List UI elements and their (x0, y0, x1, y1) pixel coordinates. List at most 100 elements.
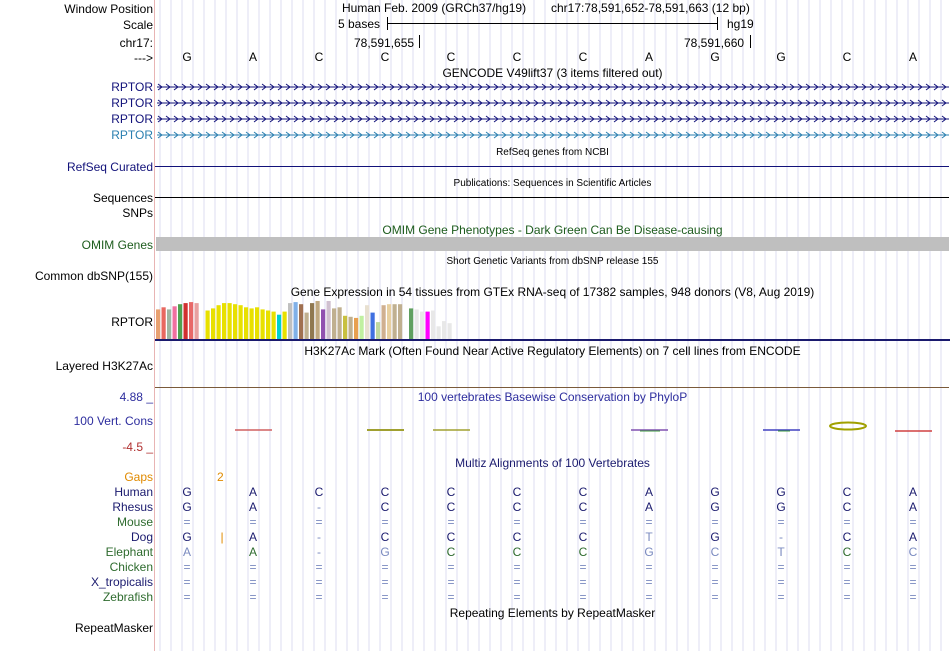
gtex-tissue-bar[interactable] (161, 307, 166, 339)
gtex-tissue-bar[interactable] (414, 309, 419, 339)
gencode-transcript-4[interactable] (157, 131, 949, 139)
gtex-tissue-bar[interactable] (381, 305, 386, 339)
gtex-tissue-bar[interactable] (189, 302, 194, 339)
gtex-tissue-bar[interactable] (387, 304, 392, 339)
gencode-item-4-label[interactable]: RPTOR (111, 128, 153, 142)
gtex-tissue-bar[interactable] (249, 308, 254, 339)
gtex-tissue-bar[interactable] (255, 307, 260, 339)
gencode-transcript-2[interactable] (157, 99, 949, 107)
gtex-tissue-bar[interactable] (409, 308, 414, 339)
gtex-tissue-bar[interactable] (183, 303, 188, 339)
gtex-tissue-bar[interactable] (222, 303, 227, 339)
gtex-tissue-bar[interactable] (244, 307, 249, 339)
gtex-tissue-bar[interactable] (266, 310, 271, 340)
gencode-item-3-label[interactable]: RPTOR (111, 112, 153, 126)
gtex-tissue-bar[interactable] (216, 305, 221, 339)
alignment-base: G (182, 500, 192, 514)
gtex-tissue-bar[interactable] (332, 308, 337, 339)
species-rhesus: Rhesus (112, 500, 153, 514)
gtex-tissue-bar[interactable] (299, 304, 304, 339)
alignment-base: = (513, 590, 521, 604)
gtex-tissue-bar[interactable] (337, 307, 342, 339)
gtex-tissue-bar[interactable] (447, 323, 452, 339)
alignment-base: = (711, 590, 719, 604)
gtex-tissue-bar[interactable] (156, 309, 161, 339)
phylop-mark-c3 (829, 421, 867, 431)
publications-line[interactable] (155, 197, 949, 198)
alignment-base: C (578, 485, 588, 499)
gtex-tissue-bar[interactable] (398, 304, 403, 339)
gtex-tissue-bar[interactable] (442, 321, 447, 339)
gtex-tissue-bar[interactable] (348, 316, 353, 339)
refseq-label[interactable]: RefSeq Curated (66, 160, 153, 174)
gtex-tissue-bar[interactable] (271, 311, 276, 339)
gtex-tissue-bar[interactable] (354, 317, 359, 339)
gtex-tissue-bar[interactable] (293, 302, 298, 339)
gtex-label[interactable]: RPTOR (111, 315, 153, 329)
refseq-gene-line[interactable] (155, 166, 949, 167)
gtex-tissue-bar[interactable] (425, 311, 430, 339)
gtex-tissue-bar[interactable] (436, 326, 441, 339)
multiz-title: Multiz Alignments of 100 Vertebrates (455, 456, 650, 470)
gtex-tissue-bar[interactable] (205, 310, 210, 340)
gtex-tissue-bar[interactable] (167, 309, 172, 339)
alignment-base: = (249, 560, 257, 574)
gtex-tissue-bar[interactable] (365, 305, 370, 339)
gtex-tissue-bar[interactable] (288, 303, 293, 339)
gtex-tissue-bar[interactable] (277, 314, 282, 339)
gtex-tissue-bar[interactable] (403, 304, 408, 339)
gencode-transcript-1[interactable] (157, 83, 949, 91)
strand-chevrons (157, 83, 947, 91)
gtex-tissue-bar[interactable] (194, 303, 199, 339)
gtex-tissue-bar[interactable] (420, 311, 425, 339)
gtex-tissue-bar[interactable] (431, 310, 436, 340)
repeatmasker-label[interactable]: RepeatMasker (74, 621, 153, 635)
gtex-tissue-bar[interactable] (172, 306, 177, 339)
gencode-item-1-label[interactable]: RPTOR (111, 80, 153, 94)
strand-base: C (314, 50, 324, 64)
h3k27ac-label[interactable]: Layered H3K27Ac (55, 359, 153, 373)
scale-assembly: hg19 (727, 17, 754, 31)
phylop-label[interactable]: 100 Vert. Cons (73, 414, 153, 428)
gtex-tissue-bar[interactable] (359, 315, 364, 339)
gtex-tissue-bar[interactable] (304, 312, 309, 339)
gtex-tissue-bar[interactable] (238, 305, 243, 339)
alignment-base: T (777, 545, 785, 559)
alignment-base: = (183, 575, 191, 589)
gtex-tissue-bar[interactable] (343, 315, 348, 339)
coordinate-right: 78,591,660 (684, 36, 745, 50)
omim-label[interactable]: OMIM Genes (81, 238, 153, 252)
publications-label[interactable]: Sequences (92, 191, 153, 205)
alignment-base: = (381, 590, 389, 604)
gtex-tissue-bar[interactable] (233, 304, 238, 339)
gtex-tissue-bar[interactable] (227, 303, 232, 339)
gtex-tissue-bar[interactable] (282, 311, 287, 339)
gtex-tissue-bar[interactable] (392, 304, 397, 339)
alignment-base: A (182, 545, 191, 559)
alignment-base: = (183, 515, 191, 529)
gtex-tissue-bar[interactable] (321, 309, 326, 339)
gtex-tissue-bar[interactable] (376, 322, 381, 339)
scale-label: Scale (122, 18, 153, 32)
gtex-tissue-bar[interactable] (310, 303, 315, 339)
alignment-base: = (183, 590, 191, 604)
gtex-tissue-bar[interactable] (211, 308, 216, 339)
alignment-base: = (315, 590, 323, 604)
omim-bar[interactable] (156, 237, 949, 251)
gencode-title: GENCODE V49lift37 (3 items filtered out) (442, 66, 663, 80)
phylop-mark-a2 (631, 429, 668, 432)
gtex-tissue-bar[interactable] (315, 301, 320, 339)
gtex-tissue-bar[interactable] (326, 301, 331, 339)
snps-label[interactable]: SNPs (122, 206, 153, 220)
alignment-base: C (446, 545, 456, 559)
gtex-tissue-bar[interactable] (370, 312, 375, 339)
gtex-tissue-bar[interactable] (260, 309, 265, 339)
dbsnp-label[interactable]: Common dbSNP(155) (34, 269, 153, 283)
gencode-transcript-3[interactable] (157, 115, 949, 123)
gtex-tissue-bar[interactable] (178, 304, 183, 339)
alignment-base: C (314, 485, 324, 499)
gencode-item-2-label[interactable]: RPTOR (111, 96, 153, 110)
